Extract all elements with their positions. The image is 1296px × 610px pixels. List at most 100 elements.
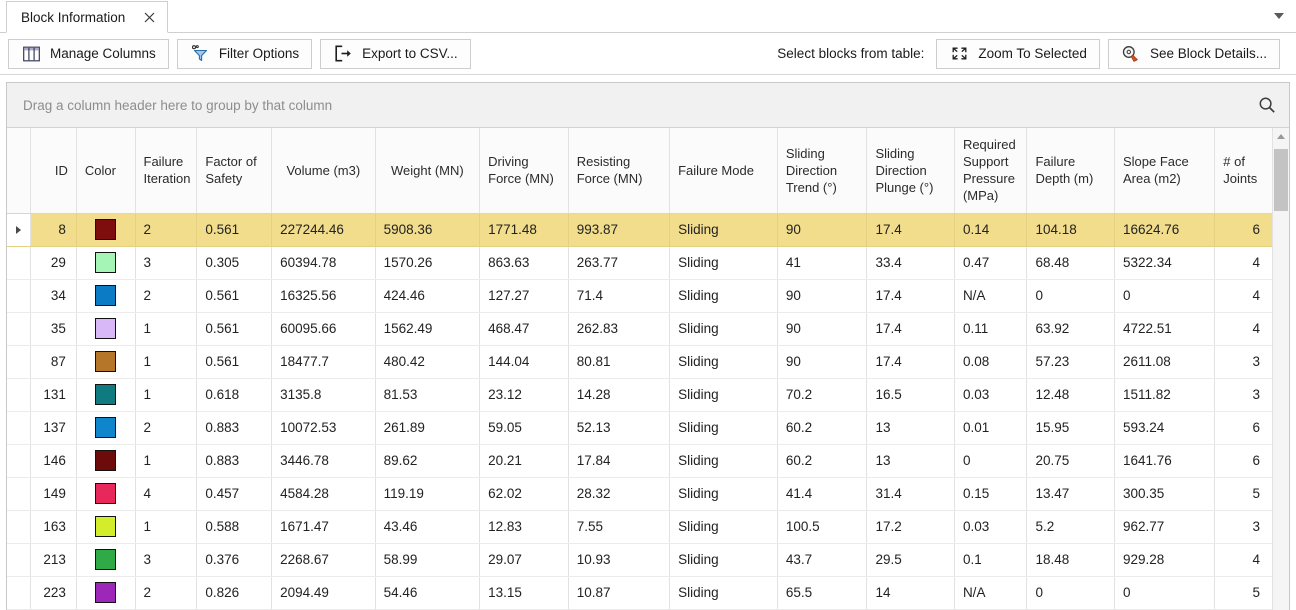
cell-slope-face-area[interactable]: 593.24 [1114,411,1216,445]
cell-required-support-pressure[interactable]: 0.03 [954,378,1028,412]
scroll-up-button[interactable] [1273,128,1289,145]
cell-failure-iteration[interactable]: 1 [135,444,198,478]
cell-driving-force[interactable]: 863.63 [479,246,569,280]
cell-resisting-force[interactable]: 28.32 [568,477,671,511]
header-resisting-force[interactable]: Resisting Force (MN) [568,128,671,214]
header-num-joints[interactable]: # of Joints [1214,128,1272,214]
manage-columns-button[interactable]: Manage Columns [8,38,169,69]
cell-num-joints[interactable]: 3 [1214,345,1272,379]
cell-driving-force[interactable]: 127.27 [479,279,569,313]
cell-id[interactable]: 8 [30,213,77,247]
cell-weight[interactable]: 119.19 [375,477,481,511]
cell-sliding-direction-trend[interactable]: 41 [777,246,868,280]
cell-num-joints[interactable]: 3 [1214,378,1272,412]
cell-volume[interactable]: 1671.47 [271,510,376,544]
search-icon[interactable] [1255,93,1279,117]
row-indicator[interactable] [7,444,31,478]
cell-sliding-direction-plunge[interactable]: 33.4 [866,246,955,280]
cell-failure-mode[interactable]: Sliding [669,576,778,610]
row-indicator[interactable] [7,246,31,280]
cell-failure-mode[interactable]: Sliding [669,411,778,445]
cell-sliding-direction-plunge[interactable]: 17.4 [866,345,955,379]
cell-failure-iteration[interactable]: 2 [135,411,198,445]
cell-sliding-direction-trend[interactable]: 41.4 [777,477,868,511]
header-color[interactable]: Color [76,128,136,214]
cell-color[interactable] [76,378,136,412]
cell-failure-depth[interactable]: 18.48 [1026,543,1115,577]
cell-required-support-pressure[interactable]: 0.11 [954,312,1028,346]
cell-slope-face-area[interactable]: 16624.76 [1114,213,1216,247]
cell-volume[interactable]: 10072.53 [271,411,376,445]
cell-required-support-pressure[interactable]: 0.14 [954,213,1028,247]
export-to-csv-button[interactable]: Export to CSV... [320,38,471,69]
cell-slope-face-area[interactable]: 5322.34 [1114,246,1216,280]
cell-failure-iteration[interactable]: 4 [135,477,198,511]
cell-sliding-direction-plunge[interactable]: 13 [866,444,955,478]
cell-failure-iteration[interactable]: 2 [135,576,198,610]
cell-id[interactable]: 131 [30,378,77,412]
cell-id[interactable]: 163 [30,510,77,544]
cell-volume[interactable]: 60394.78 [271,246,376,280]
cell-id[interactable]: 213 [30,543,77,577]
header-driving-force[interactable]: Driving Force (MN) [479,128,569,214]
row-indicator[interactable] [7,576,31,610]
cell-driving-force[interactable]: 20.21 [479,444,569,478]
cell-id[interactable]: 137 [30,411,77,445]
scroll-thumb[interactable] [1274,149,1288,211]
table-row[interactable]: 35 1 0.561 60095.66 1562.49 468.47 262.83 Slidi… [7,312,1272,346]
cell-resisting-force[interactable]: 263.77 [568,246,671,280]
table-row[interactable]: 34 2 0.561 16325.56 424.46 127.27 71.4 Sliding 9… [7,279,1272,313]
cell-slope-face-area[interactable]: 1511.82 [1114,378,1216,412]
cell-volume[interactable]: 18477.7 [271,345,376,379]
cell-failure-mode[interactable]: Sliding [669,345,778,379]
row-indicator[interactable] [7,510,31,544]
cell-weight[interactable]: 43.46 [375,510,481,544]
see-block-details-button[interactable]: See Block Details... [1107,38,1280,69]
cell-required-support-pressure[interactable]: 0.03 [954,510,1028,544]
cell-color[interactable] [76,411,136,445]
cell-num-joints[interactable]: 4 [1214,312,1272,346]
cell-failure-depth[interactable]: 5.2 [1026,510,1115,544]
cell-num-joints[interactable]: 5 [1214,477,1272,511]
cell-weight[interactable]: 58.99 [375,543,481,577]
cell-sliding-direction-trend[interactable]: 70.2 [777,378,868,412]
filter-options-button[interactable]: Filter Options [176,38,313,69]
cell-sliding-direction-plunge[interactable]: 17.4 [866,279,955,313]
cell-num-joints[interactable]: 4 [1214,246,1272,280]
cell-failure-depth[interactable]: 57.23 [1026,345,1115,379]
header-sliding-direction-plunge[interactable]: Sliding Direction Plunge (°) [866,128,955,214]
cell-required-support-pressure[interactable]: 0 [954,444,1028,478]
header-factor-of-safety[interactable]: Factor of Safety [196,128,273,214]
cell-num-joints[interactable]: 6 [1214,411,1272,445]
cell-failure-depth[interactable]: 0 [1026,576,1115,610]
cell-required-support-pressure[interactable]: N/A [954,576,1028,610]
cell-required-support-pressure[interactable]: 0.08 [954,345,1028,379]
row-indicator[interactable] [7,345,31,379]
cell-sliding-direction-plunge[interactable]: 29.5 [866,543,955,577]
cell-num-joints[interactable]: 6 [1214,213,1272,247]
table-row[interactable]: 137 2 0.883 10072.53 261.89 59.05 52.13 Sliding… [7,411,1272,445]
cell-failure-mode[interactable]: Sliding [669,378,778,412]
cell-slope-face-area[interactable]: 4722.51 [1114,312,1216,346]
cell-required-support-pressure[interactable]: 0.1 [954,543,1028,577]
cell-factor-of-safety[interactable]: 0.561 [196,312,273,346]
group-by-panel[interactable]: Drag a column header here to group by th… [7,83,1289,128]
cell-color[interactable] [76,312,136,346]
cell-failure-mode[interactable]: Sliding [669,246,778,280]
cell-id[interactable]: 29 [30,246,77,280]
row-indicator[interactable] [7,543,31,577]
cell-weight[interactable]: 424.46 [375,279,481,313]
cell-color[interactable] [76,345,136,379]
cell-factor-of-safety[interactable]: 0.883 [196,411,273,445]
row-indicator[interactable] [7,477,31,511]
cell-num-joints[interactable]: 4 [1214,543,1272,577]
cell-num-joints[interactable]: 3 [1214,510,1272,544]
cell-resisting-force[interactable]: 7.55 [568,510,671,544]
cell-required-support-pressure[interactable]: 0.47 [954,246,1028,280]
cell-required-support-pressure[interactable]: 0.15 [954,477,1028,511]
header-slope-face-area[interactable]: Slope Face Area (m2) [1114,128,1216,214]
cell-sliding-direction-trend[interactable]: 100.5 [777,510,868,544]
row-indicator[interactable] [7,411,31,445]
header-failure-depth[interactable]: Failure Depth (m) [1026,128,1115,214]
cell-driving-force[interactable]: 1771.48 [479,213,569,247]
